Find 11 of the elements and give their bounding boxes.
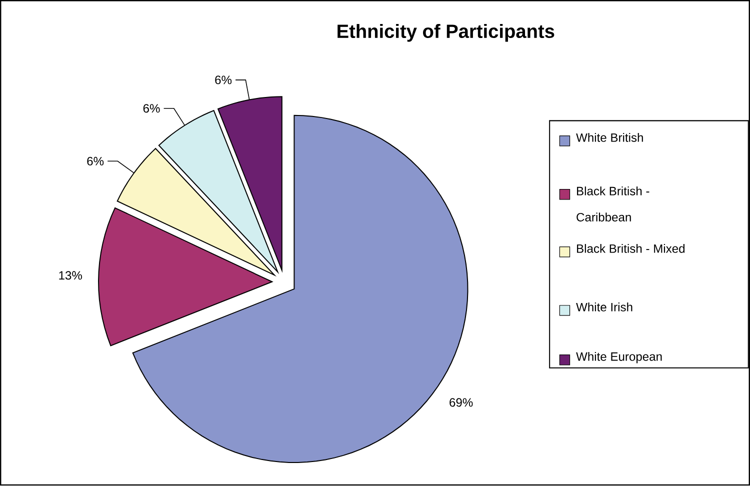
legend-label: Black British - Mixed	[577, 244, 684, 254]
legend-label: White British	[576, 133, 643, 142]
legend-label: White Irish	[576, 302, 632, 312]
legend-label: White European	[576, 352, 662, 364]
data-label: 6%	[143, 104, 160, 113]
data-label: 69%	[450, 398, 473, 407]
data-label: 6%	[215, 76, 232, 84]
chart-title: Ethnicity of Participants	[338, 24, 554, 42]
category-label: Black British - Caribbean	[576, 186, 650, 222]
data-label: 13%	[59, 271, 82, 280]
data-label: 6%	[87, 157, 104, 166]
